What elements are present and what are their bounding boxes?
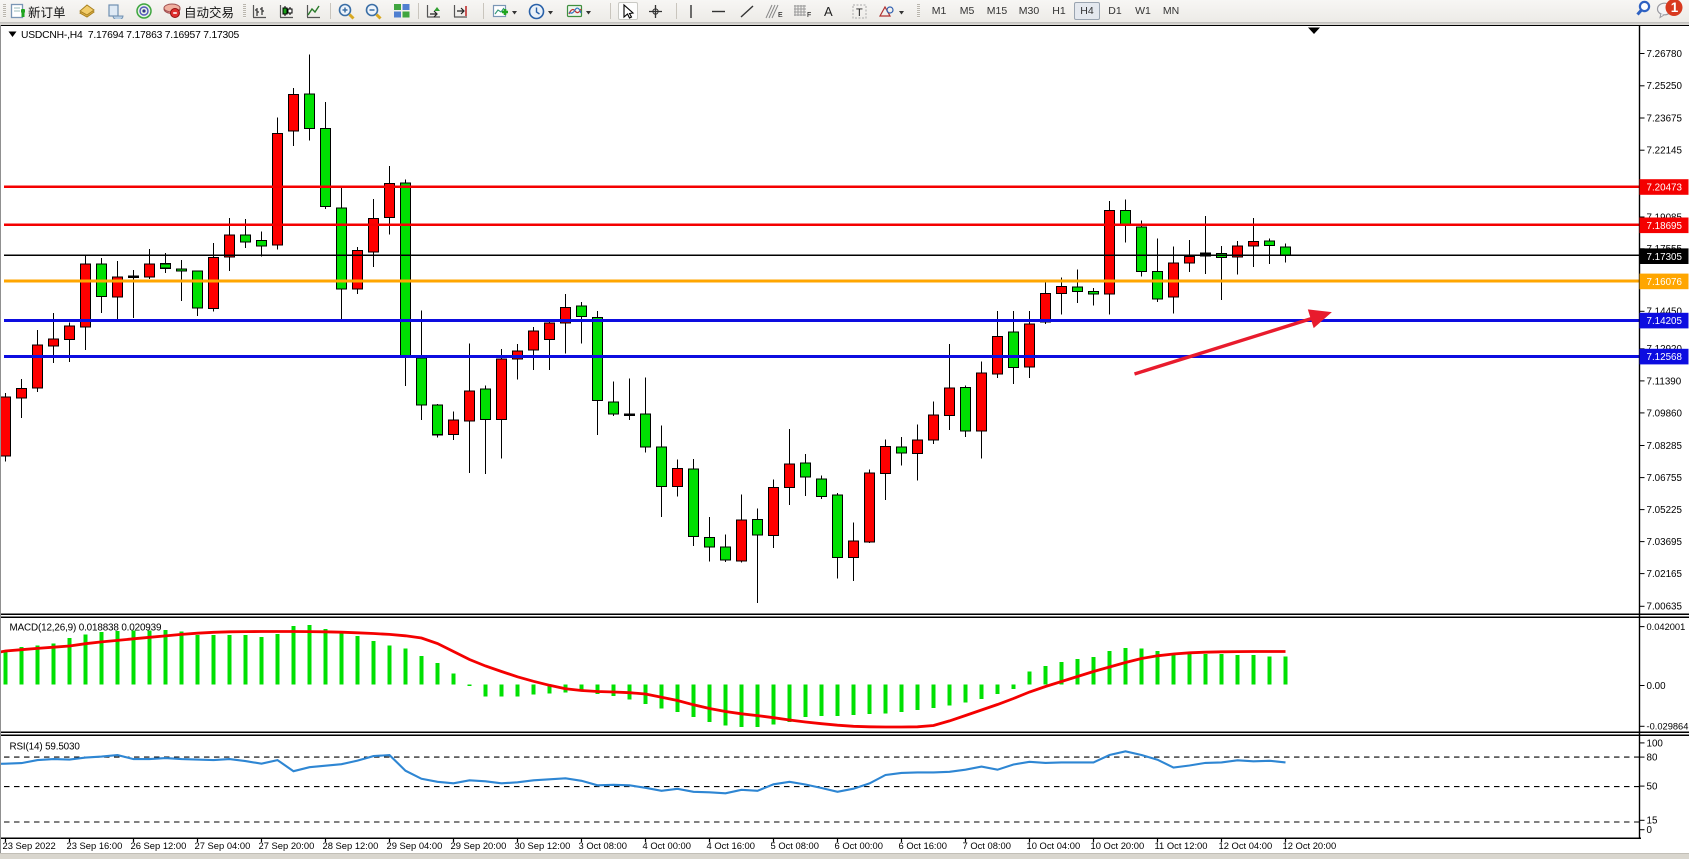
svg-text:11 Oct 12:00: 11 Oct 12:00: [1155, 840, 1208, 851]
svg-text:3 Oct 08:00: 3 Oct 08:00: [579, 840, 627, 851]
svg-text:4 Oct 16:00: 4 Oct 16:00: [707, 840, 755, 851]
svg-text:7.08285: 7.08285: [1647, 441, 1683, 452]
svg-text:7.25250: 7.25250: [1647, 81, 1683, 92]
svg-text:5 Oct 08:00: 5 Oct 08:00: [771, 840, 819, 851]
svg-text:1: 1: [1671, 0, 1679, 15]
svg-text:28 Sep 12:00: 28 Sep 12:00: [323, 840, 379, 851]
svg-text:F: F: [807, 12, 811, 19]
svg-text:0.00: 0.00: [1647, 681, 1667, 692]
svg-text:7.22145: 7.22145: [1647, 146, 1683, 157]
svg-text:50: 50: [1647, 782, 1658, 793]
svg-text:0: 0: [1647, 825, 1653, 836]
svg-text:7.23675: 7.23675: [1647, 113, 1683, 124]
svg-text:30 Sep 12:00: 30 Sep 12:00: [515, 840, 571, 851]
svg-text:7.14450: 7.14450: [1647, 307, 1683, 318]
svg-text:MACD(12,26,9) 0.018838 0.02093: MACD(12,26,9) 0.018838 0.020939: [10, 623, 162, 634]
svg-text:7.03695: 7.03695: [1647, 537, 1683, 548]
svg-text:7.18695: 7.18695: [1647, 221, 1683, 232]
svg-text:USDCNH-,H4 7.17694 7.17863 7.: USDCNH-,H4 7.17694 7.17863 7.16957 7.173…: [21, 30, 240, 41]
svg-text:7.16076: 7.16076: [1647, 277, 1683, 288]
svg-text:T: T: [856, 7, 863, 19]
svg-text:23 Sep 16:00: 23 Sep 16:00: [67, 840, 123, 851]
svg-text:100: 100: [1647, 738, 1664, 749]
svg-text:6 Oct 16:00: 6 Oct 16:00: [899, 840, 947, 851]
svg-text:7.06755: 7.06755: [1647, 473, 1683, 484]
svg-text:27 Sep 20:00: 27 Sep 20:00: [259, 840, 315, 851]
svg-text:7.12568: 7.12568: [1647, 352, 1683, 363]
svg-text:-0.029864: -0.029864: [1647, 722, 1689, 732]
svg-text:12 Oct 04:00: 12 Oct 04:00: [1219, 840, 1273, 851]
svg-text:7.05225: 7.05225: [1647, 505, 1683, 516]
svg-text:7 Oct 08:00: 7 Oct 08:00: [963, 840, 1011, 851]
svg-text:7.14205: 7.14205: [1647, 316, 1683, 327]
svg-text:23 Sep 2022: 23 Sep 2022: [3, 840, 56, 851]
svg-text:4 Oct 00:00: 4 Oct 00:00: [643, 840, 691, 851]
svg-text:0.042001: 0.042001: [1647, 622, 1686, 632]
svg-text:10 Oct 20:00: 10 Oct 20:00: [1091, 840, 1145, 851]
svg-text:15: 15: [1647, 816, 1658, 827]
svg-text:26 Sep 12:00: 26 Sep 12:00: [131, 840, 187, 851]
svg-text:RSI(14) 59.5030: RSI(14) 59.5030: [10, 742, 81, 753]
svg-text:7.00635: 7.00635: [1647, 602, 1683, 613]
svg-text:27 Sep 04:00: 27 Sep 04:00: [195, 840, 251, 851]
svg-text:10 Oct 04:00: 10 Oct 04:00: [1027, 840, 1081, 851]
svg-text:7.17305: 7.17305: [1647, 252, 1683, 263]
svg-text:E: E: [778, 12, 783, 19]
svg-text:7.11390: 7.11390: [1647, 376, 1682, 387]
svg-text:7.02165: 7.02165: [1647, 569, 1683, 580]
svg-text:12 Oct 20:00: 12 Oct 20:00: [1283, 840, 1337, 851]
svg-text:29 Sep 04:00: 29 Sep 04:00: [387, 840, 443, 851]
svg-text:7.26780: 7.26780: [1647, 49, 1683, 60]
svg-text:7.20473: 7.20473: [1647, 183, 1683, 194]
svg-text:80: 80: [1647, 753, 1658, 764]
svg-text:29 Sep 20:00: 29 Sep 20:00: [451, 840, 507, 851]
svg-text:7.09860: 7.09860: [1647, 408, 1683, 419]
svg-text:6 Oct 00:00: 6 Oct 00:00: [835, 840, 883, 851]
